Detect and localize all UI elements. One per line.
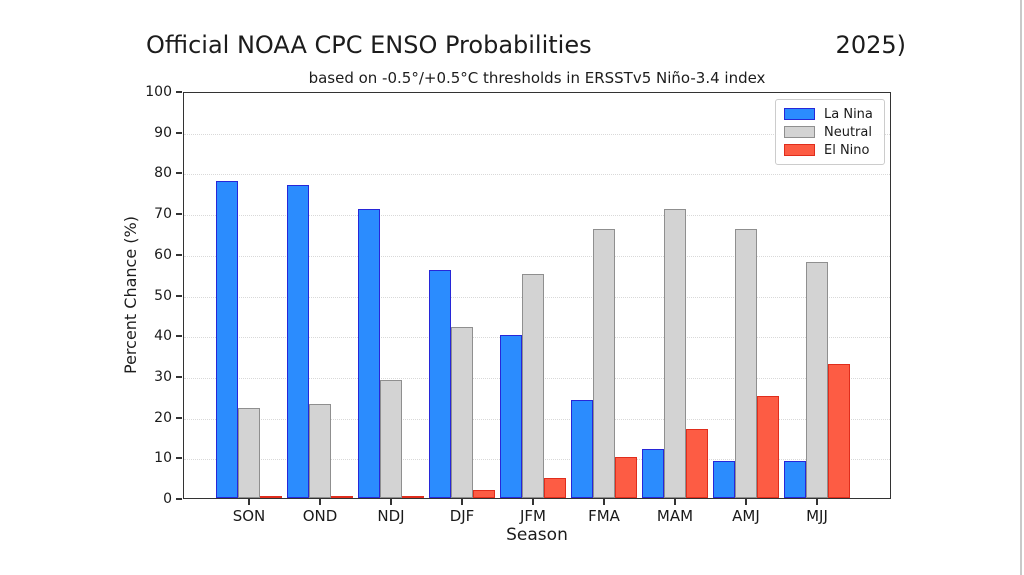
bar-la-nina-ndj [357, 209, 380, 498]
x-tick-label: MAM [656, 507, 694, 525]
legend-swatch-la-nina [784, 108, 815, 120]
bar-la-nina-jfm [499, 335, 522, 498]
y-tick-label: 60 [154, 246, 172, 263]
x-tick-label: NDJ [377, 507, 405, 525]
y-tick-label: 10 [154, 450, 172, 467]
bar-neutral-fma [592, 229, 615, 498]
x-tick-label: JFM [520, 507, 546, 525]
gridline [184, 174, 890, 176]
legend-row: El Nino [784, 141, 876, 159]
legend-label: El Nino [824, 142, 870, 158]
x-tick-mark [745, 499, 747, 505]
gridline [184, 133, 890, 135]
x-tick-label: FMA [588, 507, 620, 525]
y-tick-mark [176, 131, 182, 134]
x-tick-label: AMJ [732, 507, 760, 525]
bar-el-nino-djf [472, 490, 495, 498]
y-tick-label: 50 [154, 287, 172, 304]
y-tick-label: 20 [154, 409, 172, 426]
x-tick-mark [603, 499, 605, 505]
y-tick-label: 40 [154, 328, 172, 345]
y-tick-mark [176, 375, 182, 378]
y-tick-label: 30 [154, 368, 172, 385]
bar-neutral-amj [734, 229, 757, 498]
bar-el-nino-fma [614, 457, 637, 498]
y-tick-label: 0 [163, 491, 172, 507]
x-tick-label: MJJ [806, 507, 828, 525]
y-tick-mark [176, 294, 182, 297]
legend-row: Neutral [784, 123, 876, 141]
x-tick-mark [674, 499, 676, 505]
legend-swatch-neutral [784, 126, 815, 138]
y-tick-label: 100 [145, 84, 172, 100]
bar-la-nina-djf [428, 270, 451, 498]
plot-area: La Nina Neutral El Nino [183, 92, 891, 499]
bar-la-nina-amj [712, 461, 735, 498]
bar-neutral-jfm [521, 274, 544, 498]
bar-la-nina-mam [641, 449, 664, 498]
bar-el-nino-mam [685, 429, 708, 498]
x-tick-label: DJF [449, 507, 475, 525]
y-axis-label: Percent Chance (%) [121, 216, 140, 375]
y-tick-mark [176, 498, 182, 500]
gridline [184, 215, 890, 217]
x-tick-mark [390, 499, 392, 505]
y-tick-mark [176, 213, 182, 216]
x-tick-mark [461, 499, 463, 505]
bar-neutral-mjj [805, 262, 828, 498]
chart-subtitle: based on -0.5°/+0.5°C thresholds in ERSS… [308, 69, 766, 87]
gridline [184, 255, 890, 257]
x-tick-label: OND [302, 507, 338, 525]
bar-la-nina-fma [570, 400, 593, 498]
legend-row: La Nina [784, 105, 876, 123]
bar-neutral-djf [450, 327, 473, 498]
bar-el-nino-ond [330, 496, 353, 498]
y-tick-mark [176, 335, 182, 338]
chart-title: Official NOAA CPC ENSO Probabilities [146, 31, 592, 59]
x-tick-mark [816, 499, 818, 505]
legend-label: La Nina [824, 106, 873, 122]
y-tick-mark [176, 253, 182, 256]
bar-la-nina-mjj [783, 461, 806, 498]
legend-swatch-el-nino [784, 144, 815, 156]
chart-title-year-fragment: 2025) [835, 31, 906, 59]
y-tick-mark [176, 172, 182, 175]
y-tick-mark [176, 416, 182, 419]
x-tick-label: SON [232, 507, 266, 525]
x-tick-mark [532, 499, 534, 505]
x-tick-mark [319, 499, 321, 505]
bar-el-nino-son [259, 496, 282, 498]
window-edge-line [1020, 0, 1022, 575]
y-tick-mark [176, 91, 182, 93]
y-tick-mark [176, 457, 182, 460]
bar-neutral-ond [308, 404, 331, 498]
bar-el-nino-mjj [827, 364, 850, 498]
bar-neutral-son [237, 408, 260, 498]
bar-el-nino-amj [756, 396, 779, 498]
bar-el-nino-jfm [543, 478, 566, 498]
legend: La Nina Neutral El Nino [775, 99, 885, 165]
legend-label: Neutral [824, 124, 872, 140]
x-tick-mark [248, 499, 250, 505]
bar-neutral-ndj [379, 380, 402, 498]
y-tick-label: 90 [154, 124, 172, 141]
bar-la-nina-ond [286, 185, 309, 498]
bar-neutral-mam [663, 209, 686, 498]
y-tick-label: 80 [154, 165, 172, 182]
x-axis-label: Season [506, 525, 568, 545]
bar-el-nino-ndj [401, 496, 424, 498]
bar-la-nina-son [215, 181, 238, 498]
y-tick-label: 70 [154, 206, 172, 223]
